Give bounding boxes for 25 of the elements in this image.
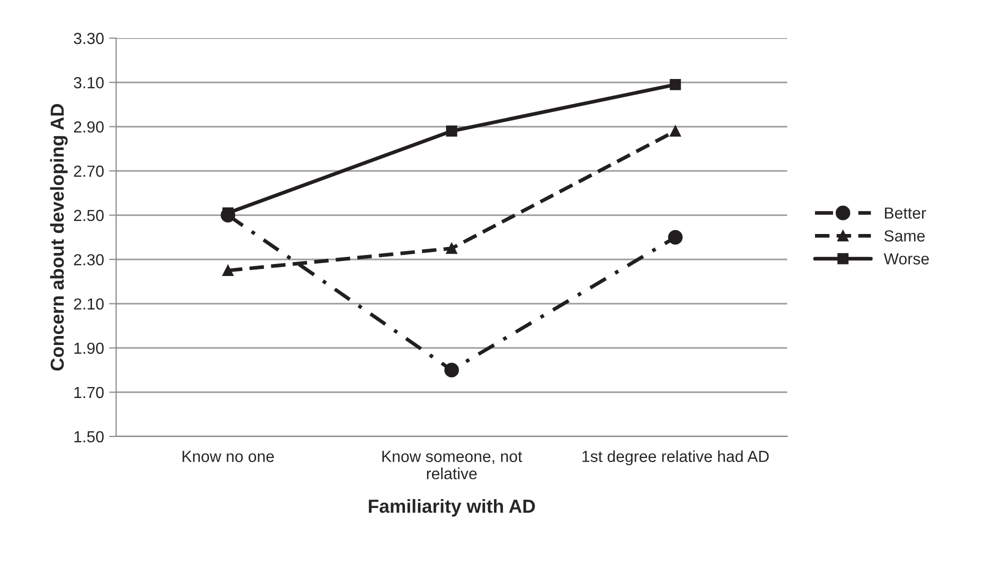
- y-tick-label: 1.70: [74, 386, 104, 398]
- y-tick-label: 1.50: [74, 431, 104, 442]
- x-axis-title: Familiarity with AD: [368, 499, 535, 517]
- y-tick-label: 1.90: [74, 342, 104, 354]
- y-axis-title: Concern about developing AD: [50, 104, 68, 371]
- y-tick-label: 2.70: [74, 166, 104, 177]
- legend-label: Better: [884, 208, 926, 219]
- x-tick-label: Know someone, not relative: [382, 450, 522, 480]
- x-tick-label: Know no one: [182, 450, 274, 462]
- legend-label: Worse: [884, 253, 929, 264]
- point: [446, 242, 458, 254]
- point: [446, 126, 458, 137]
- y-tick-label: 2.50: [74, 210, 104, 222]
- point: [668, 230, 683, 245]
- y-tick-label: 2.10: [74, 298, 104, 310]
- x-tick-label: 1st degree relative had AD: [582, 450, 769, 466]
- y-tick-label: 2.30: [74, 254, 104, 266]
- point: [222, 264, 234, 276]
- point: [444, 362, 459, 378]
- legend-label: Same: [884, 230, 925, 242]
- y-tick-label: 2.90: [74, 121, 104, 133]
- point: [670, 126, 681, 137]
- y-tick-label: 3.30: [74, 32, 104, 44]
- y-tick-label: 3.10: [74, 77, 104, 88]
- point: [670, 79, 681, 90]
